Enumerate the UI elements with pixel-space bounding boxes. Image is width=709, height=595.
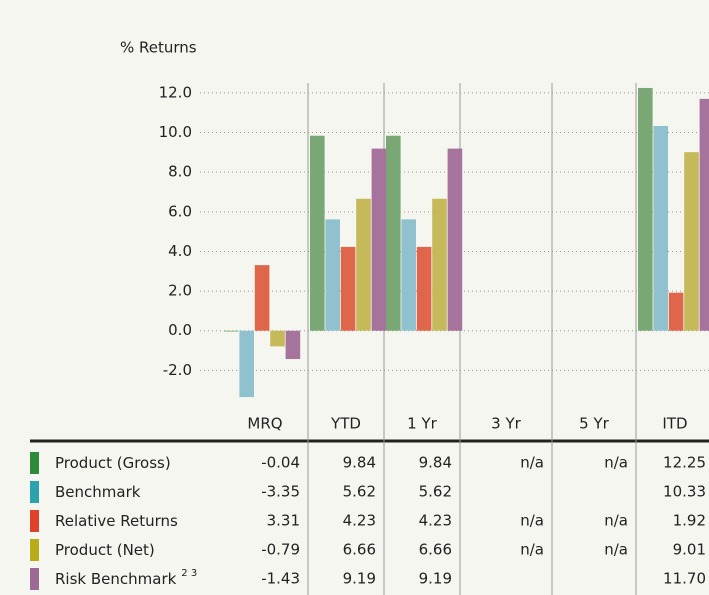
bar <box>668 292 684 331</box>
bar <box>699 98 709 331</box>
legend-name: Relative Returns <box>55 512 178 530</box>
legend-swatch <box>30 481 39 503</box>
legend-name: Product (Gross) <box>55 454 171 472</box>
legend-superscript: 2 3 <box>181 568 197 579</box>
bar <box>325 219 340 331</box>
table-value: 10.33 <box>663 483 706 501</box>
legend-name: Product (Net) <box>55 541 155 559</box>
legend-label: Risk Benchmark 2 3 <box>55 568 197 588</box>
bar <box>254 265 270 331</box>
table-value: 5.62 <box>343 483 376 501</box>
y-tick-label: 0.0 <box>168 321 192 339</box>
bar <box>653 126 668 331</box>
legend-label: Relative Returns <box>55 512 178 530</box>
legend-name: Benchmark <box>55 483 141 501</box>
table-value: 11.70 <box>663 570 706 588</box>
x-tick-label: 5 Yr <box>579 415 609 433</box>
legend-swatch <box>30 452 39 474</box>
bar <box>371 148 387 331</box>
y-tick-label: -2.0 <box>163 361 192 379</box>
legend-name: Risk Benchmark <box>55 570 177 588</box>
bar <box>432 198 447 331</box>
x-tick-label: MRQ <box>247 415 282 433</box>
table-value: 6.66 <box>343 541 376 559</box>
bar <box>386 135 401 331</box>
bar <box>340 246 356 331</box>
table-value: n/a <box>604 512 628 530</box>
legend-label: Product (Gross) <box>55 454 171 472</box>
x-tick-label: 1 Yr <box>407 415 437 433</box>
bar <box>638 87 653 331</box>
legend-swatch <box>30 568 39 590</box>
x-tick-label: 3 Yr <box>491 415 521 433</box>
table-value: -1.43 <box>261 570 300 588</box>
table-value: 12.25 <box>663 454 706 472</box>
legend-label: Benchmark <box>55 483 141 501</box>
y-tick-label: 8.0 <box>168 163 192 181</box>
bar <box>401 219 416 331</box>
bar <box>239 330 254 398</box>
y-tick-label: 4.0 <box>168 242 192 260</box>
table-value: 9.19 <box>343 570 376 588</box>
table-value: n/a <box>604 454 628 472</box>
bar <box>447 148 463 331</box>
bar <box>416 246 432 331</box>
legend-swatch <box>30 510 39 532</box>
table-value: -0.04 <box>261 454 300 472</box>
table-value: 4.23 <box>343 512 376 530</box>
table-value: 9.01 <box>673 541 706 559</box>
table-value: 9.84 <box>419 454 452 472</box>
legend-label: Product (Net) <box>55 541 155 559</box>
table-value: -3.35 <box>261 483 300 501</box>
table-value: 4.23 <box>419 512 452 530</box>
y-tick-label: 2.0 <box>168 282 192 300</box>
x-tick-label: ITD <box>662 415 687 433</box>
table-value: n/a <box>520 454 544 472</box>
table-value: n/a <box>604 541 628 559</box>
table-value: n/a <box>520 541 544 559</box>
table-value: 1.92 <box>673 512 706 530</box>
table-value: 9.19 <box>419 570 452 588</box>
y-tick-label: 10.0 <box>159 123 192 141</box>
legend-swatch <box>30 539 39 561</box>
bar <box>270 330 285 347</box>
bar <box>356 198 371 331</box>
table-value: 3.31 <box>267 512 300 530</box>
table-value: n/a <box>520 512 544 530</box>
table-value: -0.79 <box>261 541 300 559</box>
y-tick-label: 12.0 <box>159 83 192 101</box>
bar <box>684 152 699 331</box>
bar <box>310 135 325 331</box>
bar <box>224 330 239 332</box>
bar <box>285 330 301 360</box>
y-axis-label: % Returns <box>120 39 197 57</box>
table-value: 6.66 <box>419 541 452 559</box>
table-value: 5.62 <box>419 483 452 501</box>
y-tick-label: 6.0 <box>168 202 192 220</box>
table-value: 9.84 <box>343 454 376 472</box>
x-tick-label: YTD <box>330 415 361 433</box>
